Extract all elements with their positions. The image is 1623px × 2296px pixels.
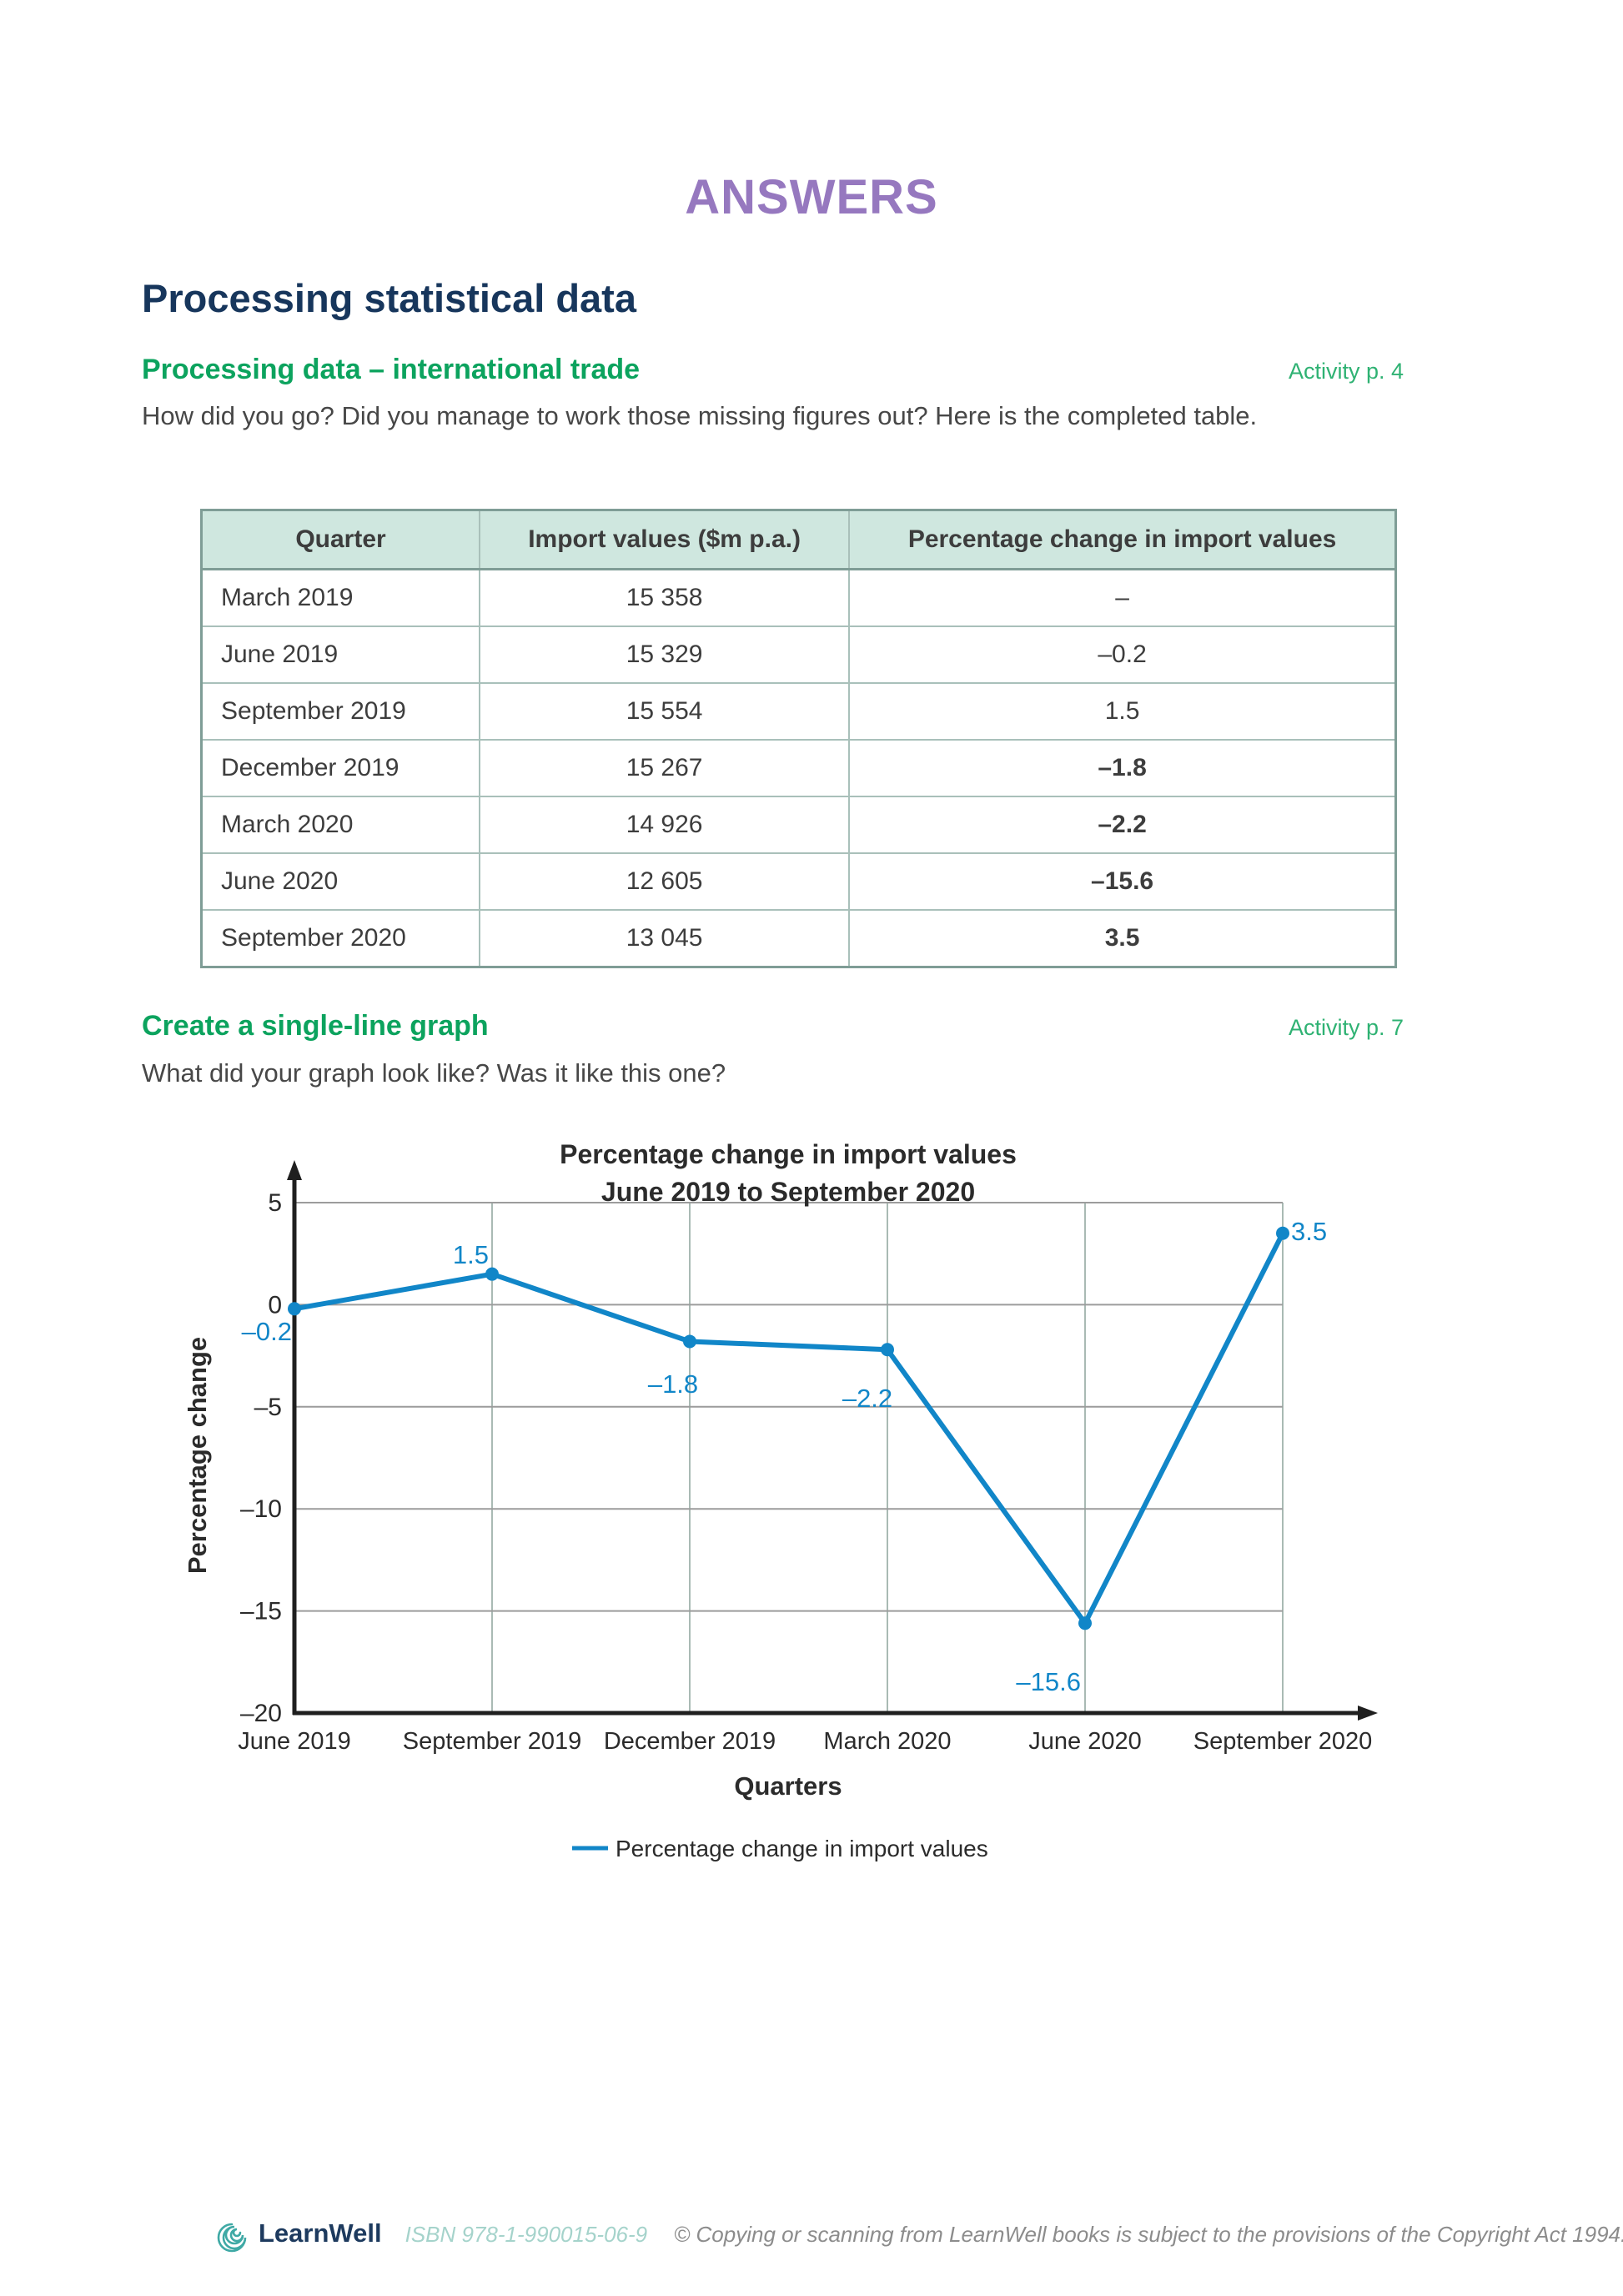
section-2-header: Create a single-line graph Activity p. 7 xyxy=(142,1010,1404,1042)
header-import-values: Import values ($m p.a.) xyxy=(478,509,851,570)
page-footer: LearnWell ISBN 978-1-990015-06-9 © Copyi… xyxy=(214,2218,1623,2253)
chart-point-labels: –0.2 1.5 –1.8 –2.2 –15.6 3.5 xyxy=(242,1217,1327,1696)
chart-legend: Percentage change in import values xyxy=(572,1836,988,1861)
section-1-header: Processing data – international trade Ac… xyxy=(142,354,1404,386)
isbn-text: ISBN 978-1-990015-06-9 xyxy=(404,2222,648,2247)
table-body: March 2019 15 358– June 2019 15 329 –0.2 Sept… xyxy=(200,568,1397,968)
cell-quarter: March 2019 xyxy=(200,568,480,627)
cell-import_value: 13 045 xyxy=(478,909,851,968)
svg-text:–0.2: –0.2 xyxy=(242,1317,292,1346)
cell-change: 3.5 xyxy=(848,909,1397,968)
copyright-text: © Copying or scanning from LearnWell boo… xyxy=(674,2222,1623,2247)
table-row: March 2019 15 358– xyxy=(200,568,1397,627)
chart-gridlines xyxy=(294,1202,1284,1714)
svg-text:June 2019: June 2019 xyxy=(238,1728,350,1755)
chart-title: Percentage change in import values xyxy=(560,1139,1017,1169)
legend-label: Percentage change in import values xyxy=(616,1836,988,1861)
chart-subtitle: June 2019 to September 2020 xyxy=(601,1177,975,1207)
cell-import_value: 15 358 xyxy=(478,568,851,627)
svg-text:0: 0 xyxy=(268,1291,282,1319)
table-row: September 2020 13 045 3.5 xyxy=(200,909,1397,968)
table-row: June 2020 12 605 –15.6 xyxy=(200,852,1397,911)
chart-axes xyxy=(287,1160,1378,1721)
cell-import_value: 15 554 xyxy=(478,682,851,741)
table-header-row: Quarter Import values ($m p.a.) Percenta… xyxy=(200,509,1397,570)
cell-quarter: March 2020 xyxy=(200,796,480,854)
cell-change: 1.5 xyxy=(848,682,1397,741)
svg-text:–10: –10 xyxy=(240,1495,282,1523)
cell-quarter: September 2019 xyxy=(200,682,480,741)
section-2-heading: Create a single-line graph xyxy=(142,1010,489,1042)
table-row: March 2020 14 926 –2.2 xyxy=(200,796,1397,854)
svg-text:June 2020: June 2020 xyxy=(1028,1728,1141,1755)
svg-text:–20: –20 xyxy=(240,1700,282,1727)
section-main-title: Processing statistical data xyxy=(142,276,636,320)
cell-import_value: 14 926 xyxy=(478,796,851,854)
svg-text:1.5: 1.5 xyxy=(453,1240,489,1269)
page-title: ANSWERS xyxy=(685,170,938,224)
cell-quarter: December 2019 xyxy=(200,739,480,797)
x-axis-title: Quarters xyxy=(734,1771,842,1801)
cell-change: –1.8 xyxy=(848,739,1397,797)
section-2-paragraph: What did your graph look like? Was it li… xyxy=(142,1058,726,1088)
cell-change: –15.6 xyxy=(848,852,1397,911)
cell-change: – xyxy=(848,568,1397,627)
table-head: Quarter Import values ($m p.a.) Percenta… xyxy=(200,509,1397,570)
svg-text:5: 5 xyxy=(268,1189,282,1217)
table-row: December 2019 15 267 –1.8 xyxy=(200,739,1397,797)
header-quarter: Quarter xyxy=(200,509,480,570)
section-1-paragraph: How did you go? Did you manage to work t… xyxy=(142,401,1258,430)
learnwell-wordmark: LearnWell xyxy=(259,2218,382,2248)
svg-text:3.5: 3.5 xyxy=(1291,1217,1327,1246)
header-percentage-change: Percentage change in import values xyxy=(848,509,1397,570)
section-1-heading: Processing data – international trade xyxy=(142,354,641,385)
activity-ref-1: Activity p. 4 xyxy=(1288,359,1404,384)
svg-text:–15.6: –15.6 xyxy=(1016,1667,1081,1696)
svg-text:September 2019: September 2019 xyxy=(403,1728,581,1755)
activity-ref-2: Activity p. 7 xyxy=(1288,1015,1404,1040)
svg-text:–5: –5 xyxy=(254,1394,282,1421)
cell-import_value: 15 329 xyxy=(478,625,851,684)
svg-text:September 2020: September 2020 xyxy=(1193,1728,1372,1755)
cell-quarter: June 2020 xyxy=(200,852,480,911)
table-row: June 2019 15 329 –0.2 xyxy=(200,625,1397,684)
cell-change: –2.2 xyxy=(848,796,1397,854)
import-values-table: Quarter Import values ($m p.a.) Percenta… xyxy=(200,509,1397,968)
line-chart: 5 0 –5 –10 –15 –20 June 2019 September 2019 Dece… xyxy=(0,1130,1623,1906)
cell-quarter: September 2020 xyxy=(200,909,480,968)
svg-text:–1.8: –1.8 xyxy=(648,1369,698,1399)
cell-import_value: 12 605 xyxy=(478,852,851,911)
table-row: September 2019 15 554 1.5 xyxy=(200,682,1397,741)
cell-change: –0.2 xyxy=(848,625,1397,684)
svg-text:March 2020: March 2020 xyxy=(823,1728,951,1755)
svg-text:December 2019: December 2019 xyxy=(604,1728,776,1755)
svg-text:–2.2: –2.2 xyxy=(842,1384,892,1413)
y-axis-title: Percentage change xyxy=(183,1337,212,1574)
cell-import_value: 15 267 xyxy=(478,739,851,797)
chart-series xyxy=(288,1226,1289,1630)
learnwell-spiral-icon xyxy=(217,2223,247,2253)
svg-text:–15: –15 xyxy=(240,1598,282,1625)
cell-quarter: June 2019 xyxy=(200,625,480,684)
